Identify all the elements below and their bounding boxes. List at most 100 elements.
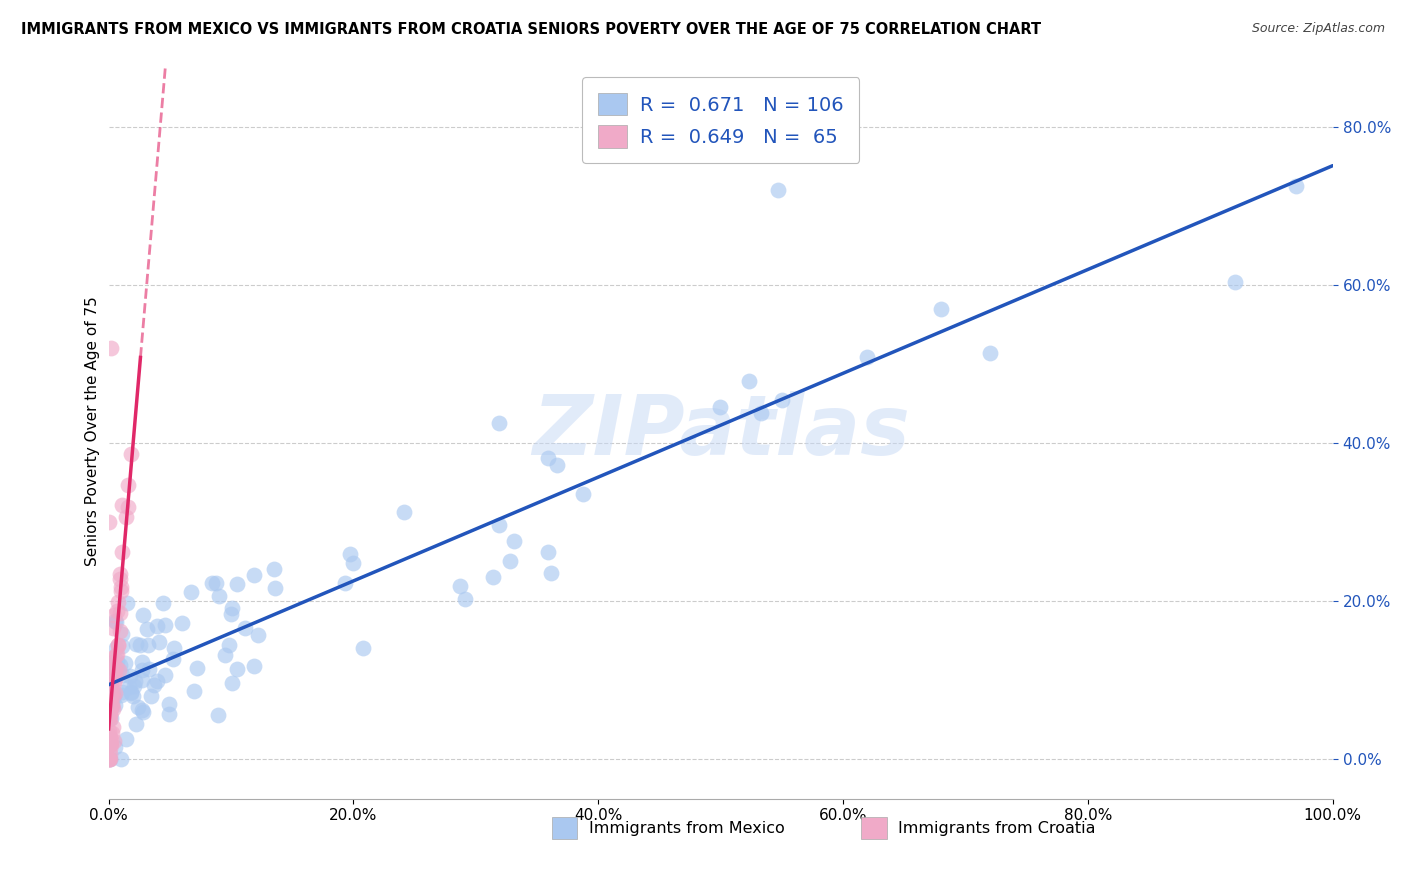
Point bbox=[120, 447, 142, 461]
Point bbox=[97, 723, 120, 738]
Point bbox=[103, 666, 125, 681]
Point bbox=[104, 614, 127, 628]
Point bbox=[1285, 179, 1308, 194]
Point bbox=[221, 601, 243, 615]
Point bbox=[98, 738, 121, 752]
Point bbox=[98, 738, 121, 752]
Point bbox=[221, 676, 243, 690]
Point bbox=[100, 677, 122, 691]
Point bbox=[226, 577, 249, 591]
Point bbox=[100, 711, 122, 725]
Point bbox=[186, 661, 208, 675]
Point bbox=[131, 673, 153, 688]
Point bbox=[103, 655, 125, 669]
Point bbox=[499, 554, 522, 568]
Point bbox=[97, 752, 120, 766]
Point bbox=[537, 450, 560, 465]
Point bbox=[107, 663, 129, 677]
Text: Immigrants from Mexico: Immigrants from Mexico bbox=[589, 822, 785, 837]
Point bbox=[138, 662, 160, 676]
Point bbox=[709, 400, 731, 414]
Point bbox=[339, 547, 361, 561]
Point bbox=[101, 699, 124, 714]
Point bbox=[105, 648, 128, 663]
Point bbox=[243, 567, 266, 582]
Point bbox=[152, 596, 174, 610]
Point bbox=[537, 545, 560, 559]
Point bbox=[104, 664, 127, 678]
Point bbox=[100, 690, 122, 704]
Point bbox=[225, 662, 247, 676]
Point bbox=[108, 606, 131, 620]
Point bbox=[247, 628, 270, 642]
Point bbox=[103, 655, 125, 669]
Point bbox=[766, 184, 789, 198]
Point bbox=[103, 676, 125, 690]
Point bbox=[97, 752, 120, 766]
Point bbox=[104, 739, 127, 754]
Point bbox=[162, 652, 184, 666]
Point bbox=[153, 617, 176, 632]
Point bbox=[142, 678, 165, 692]
Point bbox=[98, 706, 121, 721]
Point bbox=[98, 736, 121, 750]
Point bbox=[749, 406, 772, 420]
Point bbox=[110, 627, 132, 641]
Point bbox=[101, 702, 124, 716]
Point bbox=[97, 752, 120, 766]
Point bbox=[100, 752, 122, 766]
Point bbox=[107, 638, 129, 652]
Point bbox=[503, 534, 526, 549]
Text: Source: ZipAtlas.com: Source: ZipAtlas.com bbox=[1251, 22, 1385, 36]
Point bbox=[124, 674, 146, 689]
Legend: R =  0.671   N = 106, R =  0.649   N =  65: R = 0.671 N = 106, R = 0.649 N = 65 bbox=[582, 78, 859, 163]
Point bbox=[148, 634, 170, 648]
Point bbox=[108, 572, 131, 586]
Point bbox=[127, 699, 149, 714]
Point bbox=[114, 656, 136, 670]
Point bbox=[125, 637, 148, 651]
Point bbox=[105, 647, 128, 661]
Point bbox=[104, 686, 127, 700]
Point bbox=[115, 596, 138, 610]
Point bbox=[163, 640, 186, 655]
Point bbox=[180, 584, 202, 599]
Point bbox=[101, 651, 124, 665]
Point bbox=[103, 607, 125, 622]
Point bbox=[131, 702, 153, 716]
Point bbox=[201, 576, 224, 591]
Point bbox=[335, 575, 357, 590]
Point bbox=[131, 655, 153, 669]
Point bbox=[98, 740, 121, 755]
Point bbox=[101, 694, 124, 708]
Point bbox=[770, 393, 793, 408]
Point bbox=[136, 638, 159, 652]
Point bbox=[100, 737, 122, 751]
Point bbox=[342, 556, 364, 570]
Point bbox=[572, 487, 595, 501]
Point bbox=[115, 732, 138, 747]
Point bbox=[264, 581, 287, 595]
Point bbox=[98, 712, 121, 726]
Point bbox=[737, 374, 759, 388]
Point bbox=[104, 659, 127, 673]
Point bbox=[121, 690, 143, 704]
Point bbox=[110, 580, 132, 594]
Point bbox=[111, 685, 134, 699]
Point bbox=[98, 731, 121, 745]
Point bbox=[218, 638, 240, 652]
Point bbox=[98, 747, 121, 761]
Point bbox=[111, 667, 134, 681]
Point bbox=[100, 688, 122, 702]
Point bbox=[98, 707, 121, 722]
Point bbox=[111, 499, 134, 513]
Point bbox=[108, 658, 131, 673]
Point bbox=[117, 500, 139, 515]
Point bbox=[214, 648, 236, 662]
Point bbox=[98, 704, 121, 718]
Point bbox=[979, 346, 1001, 360]
Point bbox=[157, 706, 180, 721]
Point bbox=[394, 505, 416, 519]
Point bbox=[131, 664, 153, 678]
Point bbox=[172, 616, 194, 631]
